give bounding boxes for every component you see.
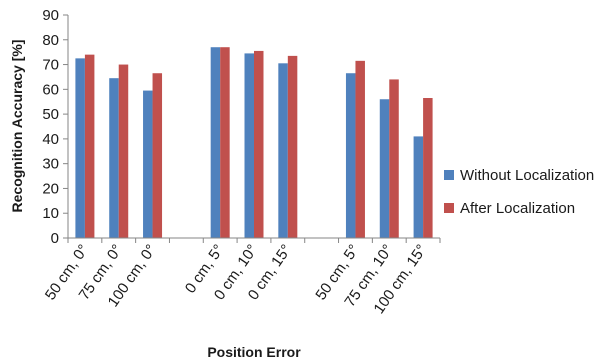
y-tick-label: 70 — [42, 57, 59, 74]
y-tick-label: 10 — [42, 205, 59, 222]
y-tick-label: 0 — [51, 230, 59, 247]
y-axis-title: Recognition Accuracy [%] — [9, 40, 25, 213]
bar — [84, 54, 95, 239]
x-axis-title: Position Error — [207, 344, 301, 360]
legend: Without Localization After Localization — [444, 167, 594, 217]
y-tick-label: 20 — [42, 180, 59, 197]
bar — [413, 136, 424, 238]
bar — [143, 90, 153, 238]
bar — [109, 78, 119, 238]
bar — [389, 79, 399, 238]
bar — [152, 73, 163, 238]
legend-label: Without Localization — [460, 167, 594, 184]
legend-swatch — [444, 203, 454, 213]
bar — [379, 99, 390, 238]
y-tick-label: 80 — [42, 32, 59, 49]
y-tick-label: 50 — [42, 106, 59, 123]
bar — [355, 60, 365, 238]
bar — [345, 73, 356, 238]
bars — [75, 47, 433, 239]
bar — [210, 47, 221, 238]
x-axis-ticks: 50 cm, 0°75 cm, 0°100 cm, 0° 0 cm, 5°0 cm… — [42, 238, 441, 317]
bar — [423, 98, 433, 238]
bar — [287, 55, 298, 239]
y-tick-label: 60 — [42, 81, 59, 98]
bar — [118, 64, 129, 238]
legend-swatch — [444, 170, 454, 180]
bar — [244, 53, 254, 239]
y-axis-ticks: 0 10 20 30 40 50 60 70 80 90 — [42, 7, 68, 247]
y-tick-label: 90 — [42, 7, 59, 24]
bar — [278, 63, 288, 238]
bar — [220, 47, 230, 238]
y-tick-label: 40 — [42, 131, 59, 148]
y-tick-label: 30 — [42, 156, 59, 173]
bar — [254, 50, 264, 238]
legend-label: After Localization — [460, 200, 575, 217]
bar — [75, 58, 85, 238]
